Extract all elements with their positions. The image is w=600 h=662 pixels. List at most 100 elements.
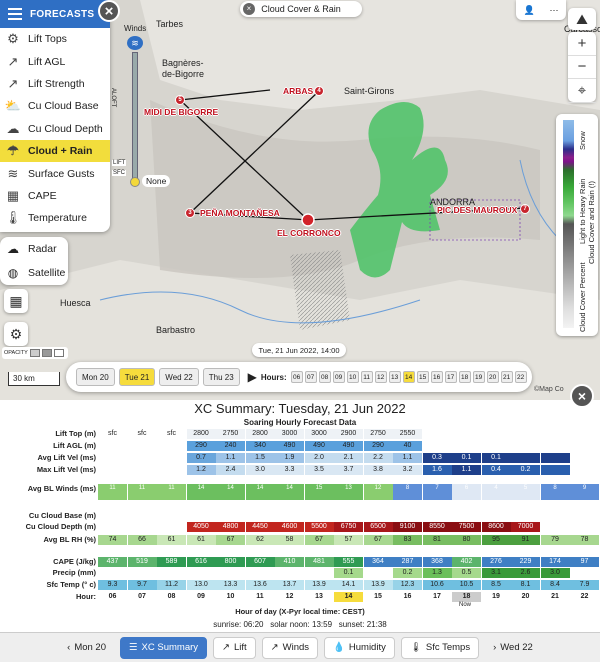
forecast-item-label: Lift Strength — [28, 77, 85, 90]
xc-cell: 1.1 — [216, 453, 245, 463]
opacity-swatch-1[interactable] — [29, 349, 40, 357]
zoom-in-button[interactable]: + — [568, 32, 596, 56]
tab-sfc-temps[interactable]: 🌡 Sfc Temps — [400, 636, 480, 659]
forecast-item-1[interactable]: ↗ Lift AGL — [0, 50, 110, 72]
xc-cell — [511, 429, 540, 439]
hour-button[interactable]: 17 — [444, 371, 457, 383]
forecast-item-6[interactable]: ≋ Surface Gusts — [0, 162, 110, 184]
close-icon[interactable]: × — [243, 3, 255, 15]
winds-altitude-slider[interactable]: Winds ≋ ALOFT LIFT SFC — [110, 22, 158, 188]
xc-row-label: Avg BL RH (%) — [43, 535, 97, 544]
forecast-item-0[interactable]: ⚙ Lift Tops — [0, 28, 110, 50]
radar-item-1[interactable]: ◍ Satellite — [0, 261, 68, 285]
share-icon[interactable]: ⋯ — [549, 4, 559, 15]
hour-button[interactable]: 13 — [388, 371, 401, 383]
hour-button[interactable]: 10 — [346, 371, 359, 383]
hour-button[interactable]: 06 — [290, 371, 303, 383]
site-label[interactable]: MIDI DE BIGORRE — [144, 107, 219, 117]
forecast-item-7[interactable]: ▦ CAPE — [0, 185, 110, 207]
legend-snow: Snow — [578, 131, 587, 150]
opacity-control[interactable]: OPACITY — [2, 347, 68, 359]
xc-cell: 15 — [304, 484, 334, 500]
forecast-item-4[interactable]: ☁ Cu Cloud Depth — [0, 118, 110, 140]
hour-button[interactable]: 16 — [430, 371, 443, 383]
hour-button[interactable]: 08 — [318, 371, 331, 383]
site-label[interactable]: ARBAS — [283, 86, 314, 96]
xc-cell: 22 — [580, 593, 589, 600]
radar-item-0[interactable]: ☁ Radar — [0, 237, 68, 261]
forecast-item-5[interactable]: ☂ Cloud + Rain — [0, 139, 110, 163]
opacity-swatch-2[interactable] — [41, 349, 52, 357]
wind-icon[interactable]: ≋ — [127, 36, 143, 50]
site-marker[interactable]: 3 — [185, 208, 195, 218]
xc-cell: 402 — [452, 557, 481, 567]
prev-day-button[interactable]: ‹ Mon 20 — [59, 637, 114, 659]
hour-button[interactable]: 09 — [332, 371, 345, 383]
radar-panel: ☁ Radar ◍ Satellite — [0, 237, 68, 285]
site-label[interactable]: PIC DES MAUROUX — [437, 205, 518, 215]
xc-cell: 616 — [186, 557, 216, 567]
hour-button[interactable]: 14 — [402, 371, 415, 383]
menu-icon[interactable] — [8, 8, 22, 20]
legend-cloud-rain: Cloud Cover and Rain (!) — [587, 181, 596, 264]
xc-cell: 4050 — [186, 522, 216, 532]
hour-button[interactable]: 20 — [486, 371, 499, 383]
close-xc-summary-button[interactable]: × — [570, 384, 594, 408]
next-day-button[interactable]: › Wed 22 — [485, 637, 541, 659]
map-view[interactable]: FORECASTS ⚙ Lift Tops ↗ Lift AGL ↗ Lift Stren… — [0, 0, 600, 400]
site-marker[interactable]: 4 — [314, 86, 324, 96]
zoom-control: + − ⌖ — [568, 32, 596, 103]
tab-xc-summary[interactable]: ☰ XC Summary — [120, 636, 208, 659]
play-icon[interactable]: ▶ — [247, 370, 257, 384]
xc-row: Precip (mm) 0.1 0.2 1.3 0.5 3.1 2.6 3.0 — [0, 568, 600, 578]
xc-cell: 13 — [334, 484, 363, 500]
xc-cell: 1.9 — [275, 453, 304, 463]
site-label[interactable]: PEÑA MONTAÑESA — [200, 208, 280, 218]
xc-cell: 6750 — [334, 522, 363, 532]
site-marker[interactable]: 7 — [520, 204, 530, 214]
hour-button[interactable]: 11 — [360, 371, 373, 383]
xc-cell: 5500 — [304, 522, 334, 532]
forecast-item-2[interactable]: ↗ Lift Strength — [0, 73, 110, 95]
hour-button[interactable]: 12 — [374, 371, 387, 383]
forecast-item-label: CAPE — [28, 189, 57, 202]
hour-button[interactable]: 19 — [472, 371, 485, 383]
close-forecast-panel-button[interactable]: × — [98, 0, 120, 22]
day-button[interactable]: Mon 20 — [76, 368, 115, 386]
xc-cell — [128, 453, 157, 463]
hour-button[interactable]: 07 — [304, 371, 317, 383]
forecast-item-8[interactable]: 🌡 Temperature — [0, 207, 110, 229]
tab-humidity[interactable]: 💧 Humidity — [324, 636, 395, 659]
user-icon[interactable]: 👤 — [523, 4, 535, 15]
hour-button[interactable]: 21 — [500, 371, 513, 383]
site-marker[interactable]: 5 — [175, 95, 185, 105]
xc-cell — [157, 568, 186, 578]
terrain-button[interactable]: ⛰ — [568, 8, 596, 30]
opacity-swatch-3[interactable] — [53, 349, 64, 357]
hour-button[interactable]: 15 — [416, 371, 429, 383]
xc-cell: 9.7 — [127, 580, 157, 590]
slider-track[interactable] — [132, 52, 138, 180]
zoom-out-button[interactable]: − — [568, 56, 596, 79]
xc-cell: 555 — [334, 557, 363, 567]
slider-thumb[interactable] — [130, 177, 140, 187]
settings-button[interactable]: ⚙ — [4, 322, 28, 346]
forecast-item-label: Cloud + Rain — [28, 145, 93, 158]
xc-cell: 7.9 — [570, 580, 599, 590]
hour-button[interactable]: 18 — [458, 371, 471, 383]
site-label[interactable]: EL CORRONCO — [277, 228, 341, 238]
drop-icon: 💧 — [333, 642, 345, 653]
bottom-nav: ‹ Mon 20 ☰ XC Summary ↗ Lift ↗ Winds 💧 Humidity 🌡… — [0, 632, 600, 662]
xc-title: XC Summary: Tuesday, 21 Jun 2022 — [194, 401, 406, 416]
forecast-item-3[interactable]: ⛅ Cu Cloud Base — [0, 95, 110, 117]
day-button[interactable]: Tue 21 — [118, 368, 156, 386]
layers-button[interactable]: ▦ — [4, 289, 28, 313]
tab-label: Winds — [282, 642, 310, 653]
hour-button[interactable]: 22 — [514, 371, 527, 383]
tab-winds[interactable]: ↗ Winds — [261, 636, 319, 659]
day-button[interactable]: Thu 23 — [202, 368, 240, 386]
locate-button[interactable]: ⌖ — [568, 79, 596, 103]
tab-lift[interactable]: ↗ Lift — [213, 636, 256, 659]
day-button[interactable]: Wed 22 — [159, 368, 199, 386]
forecast-header[interactable]: FORECASTS — [0, 0, 110, 28]
